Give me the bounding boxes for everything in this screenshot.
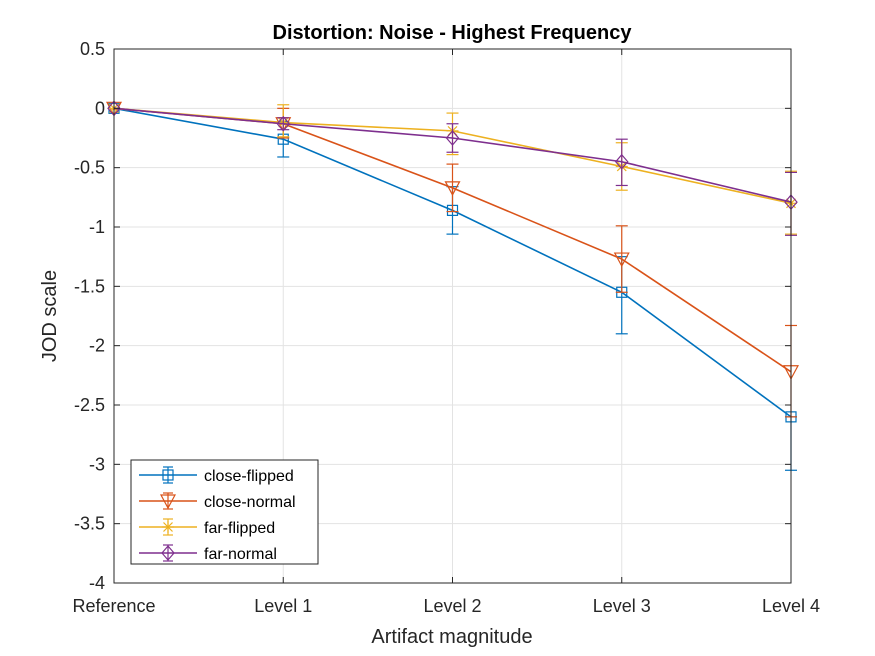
legend-label: close-flipped xyxy=(204,468,294,485)
legend-box xyxy=(130,459,319,565)
legend-marker xyxy=(161,545,175,561)
x-tick-label: Level 3 xyxy=(593,596,651,616)
y-tick-label: -2 xyxy=(89,336,105,356)
legend-items: close-flipped close-normal far-flipped far-… xyxy=(139,466,296,563)
error-bar xyxy=(446,163,459,213)
y-tick-label: -3 xyxy=(89,454,105,474)
y-tick-label: -1.5 xyxy=(74,276,105,296)
grid xyxy=(114,49,791,583)
series-layer xyxy=(105,100,800,471)
error-bar xyxy=(615,225,628,293)
legend-marker xyxy=(159,494,177,510)
ticks: Reference Level 1 Level 2 Level 3 Level 4 0.5… xyxy=(72,39,820,616)
y-tick-label: 0.5 xyxy=(80,39,105,59)
data-point xyxy=(445,130,460,146)
x-tick-label: Reference xyxy=(72,596,155,616)
legend: close-flipped close-normal far-flipped far-… xyxy=(130,459,319,565)
legend-item-close-normal: close-normal xyxy=(139,492,296,511)
chart-title: Distortion: Noise - Highest Frequency xyxy=(273,22,633,44)
y-tick-label: -4 xyxy=(89,573,105,593)
y-tick-label: 0 xyxy=(95,98,105,118)
legend-marker xyxy=(162,521,174,533)
x-tick-label: Level 2 xyxy=(423,596,481,616)
x-tick-label: Level 4 xyxy=(762,596,820,616)
error-bar xyxy=(277,117,290,131)
y-axis-label: JOD scale xyxy=(39,270,61,362)
marker-stroke xyxy=(163,522,173,532)
legend-label: far-flipped xyxy=(204,520,275,537)
y-tick-label: -0.5 xyxy=(74,158,105,178)
y-tick-label: -1 xyxy=(89,217,105,237)
legend-item-far-normal: far-normal xyxy=(139,544,277,563)
error-bar xyxy=(615,138,628,187)
data-point xyxy=(613,252,630,268)
x-axis-label: Artifact magnitude xyxy=(371,626,532,648)
y-tick-label: -2.5 xyxy=(74,395,105,415)
legend-label: close-normal xyxy=(204,494,296,511)
data-point xyxy=(276,115,291,132)
data-point xyxy=(614,153,629,170)
legend-item-far-flipped: far-flipped xyxy=(139,518,275,537)
y-tick-label: -3.5 xyxy=(74,514,105,534)
legend-item-close-flipped: close-flipped xyxy=(139,466,294,485)
legend-marker xyxy=(162,469,174,481)
data-point xyxy=(444,181,461,197)
x-tick-label: Level 1 xyxy=(254,596,312,616)
legend-label: far-normal xyxy=(204,546,277,563)
error-bar xyxy=(446,123,459,153)
